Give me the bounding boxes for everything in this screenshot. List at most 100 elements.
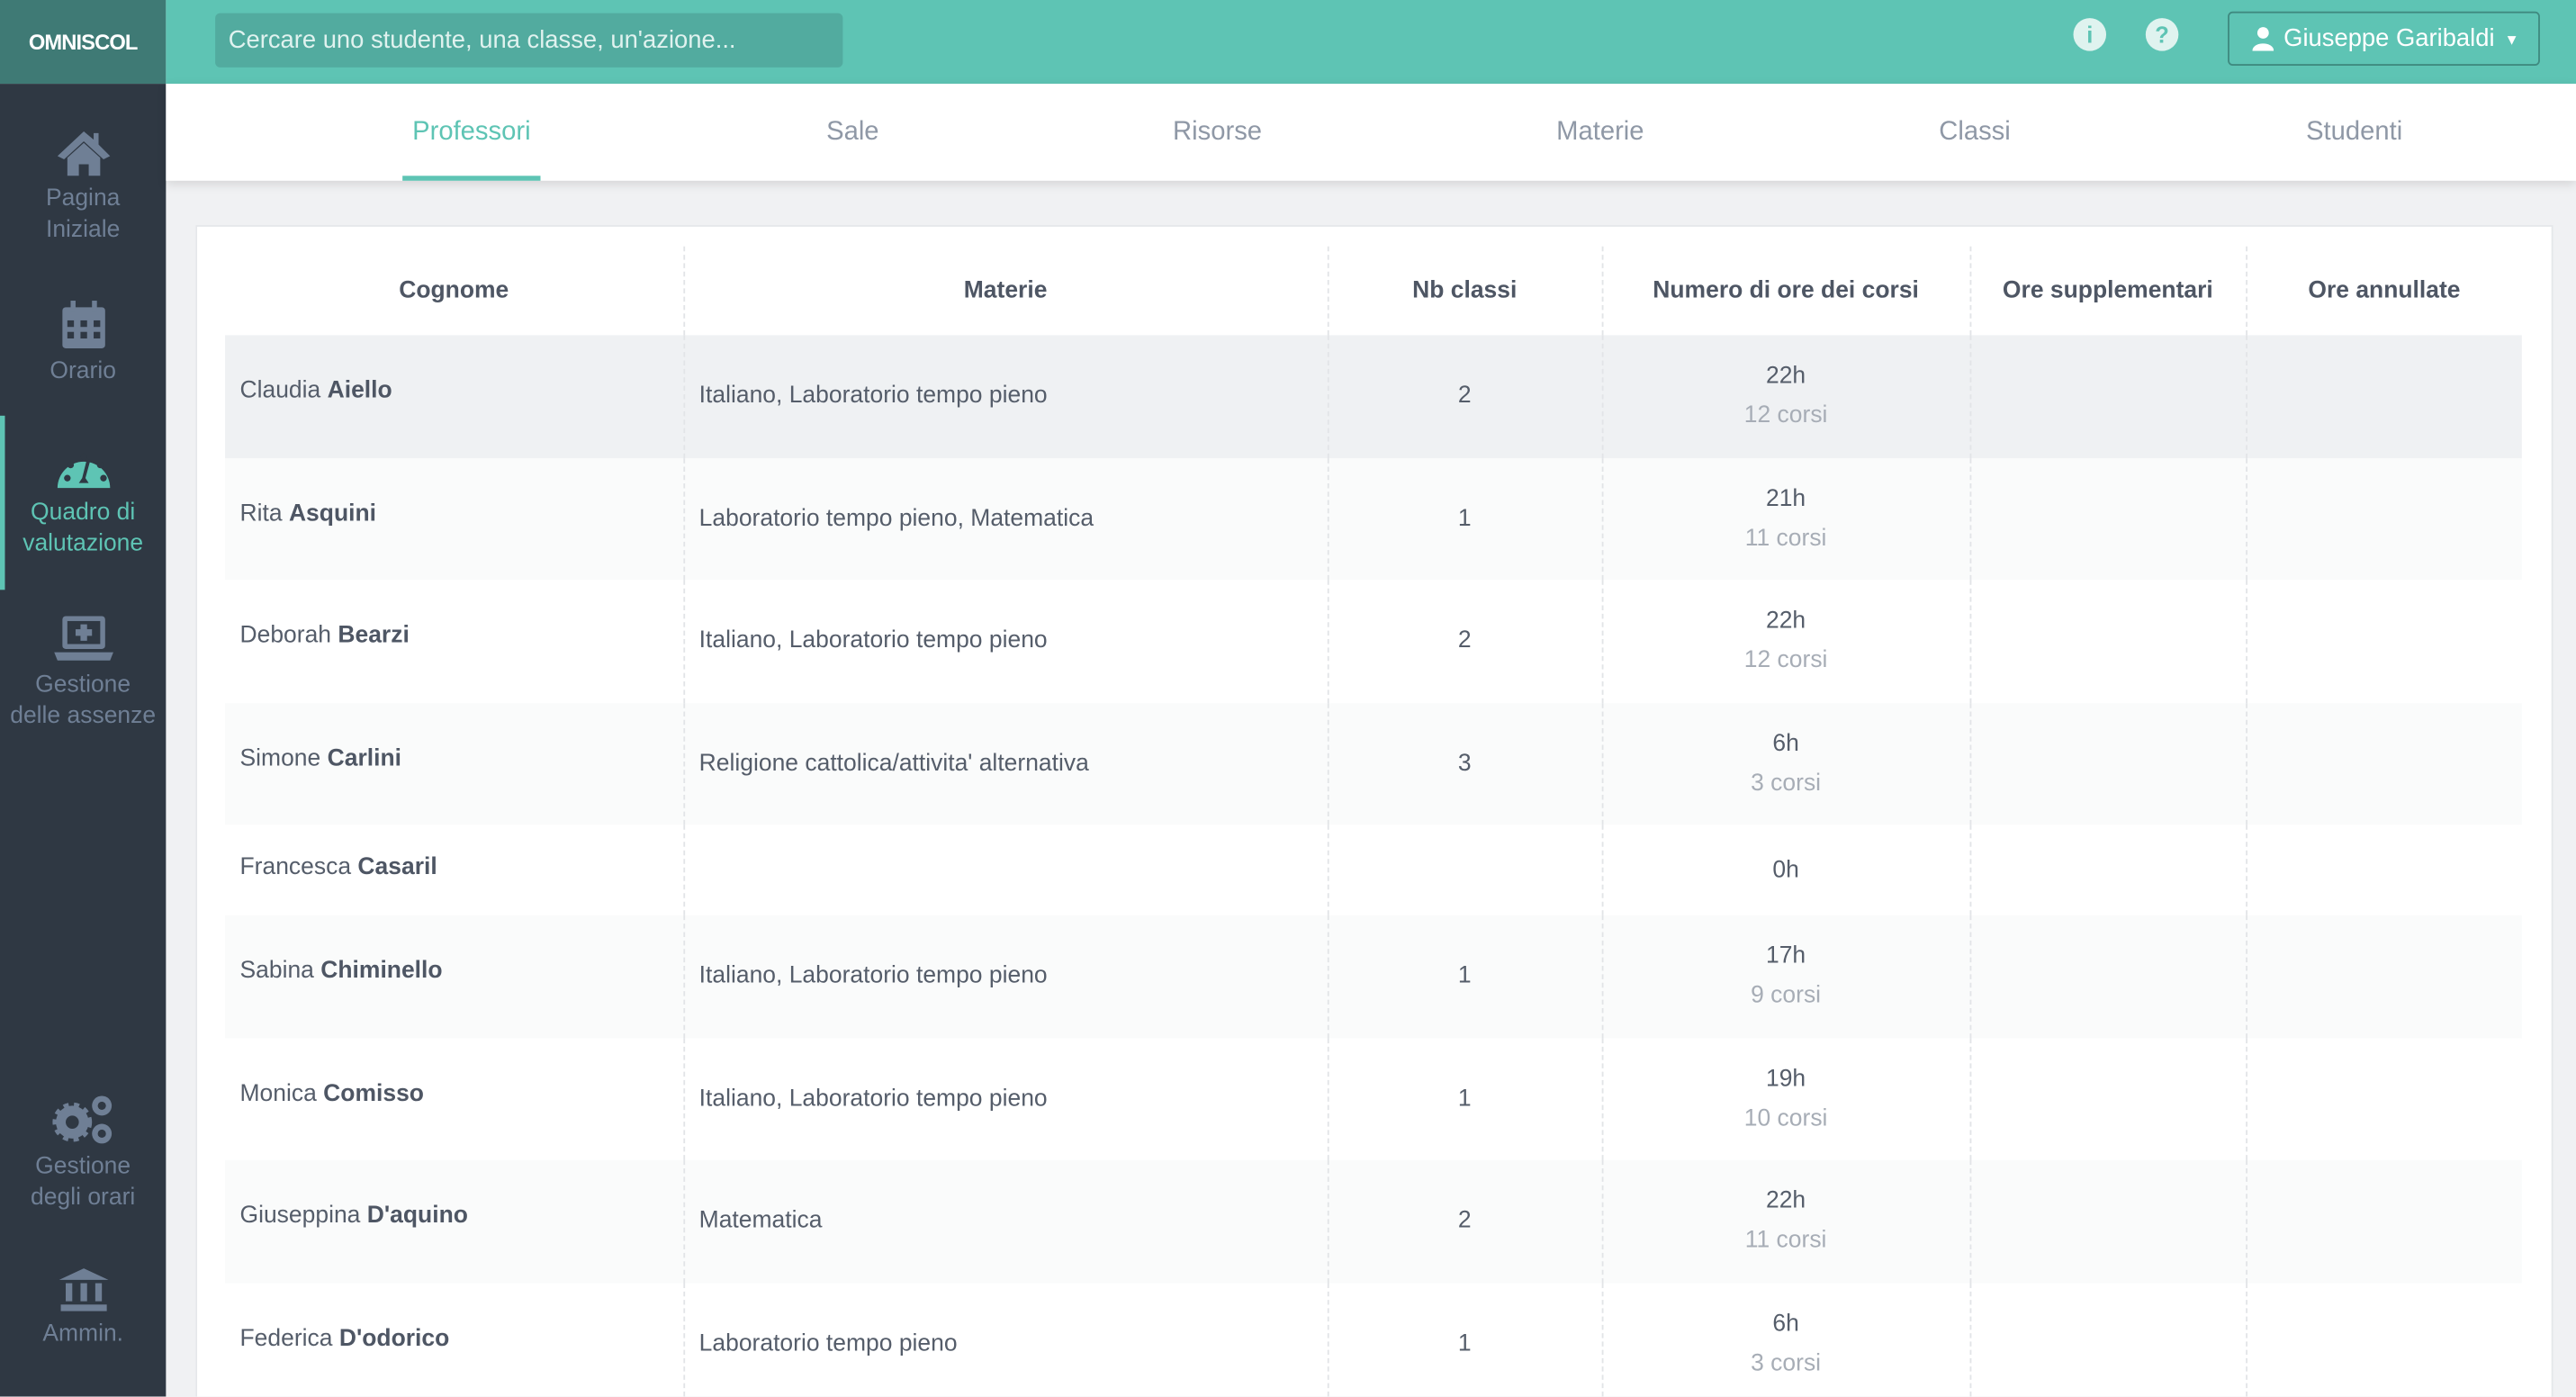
table-row[interactable]: Giuseppina D'aquino Matematica 2 22h 11 cors…: [225, 1159, 2522, 1283]
top-bar: i ? Giuseppe Garibaldi ▼: [166, 0, 2576, 85]
cancelled-hours: [2245, 335, 2522, 458]
calendar-icon: [61, 301, 104, 348]
teacher-name[interactable]: Sabina Chiminello: [239, 958, 443, 985]
cancelled-hours: [2245, 580, 2522, 703]
teacher-name[interactable]: Francesca Casaril: [239, 854, 437, 881]
user-name: Giuseppe Garibaldi: [2283, 24, 2495, 53]
table-row[interactable]: Simone Carlini Religione cattolica/attivi…: [225, 702, 2522, 825]
subjects: Italiano, Laboratorio tempo pieno: [682, 1037, 1328, 1160]
tab-sale[interactable]: Sale: [826, 117, 879, 146]
table-row[interactable]: Sabina Chiminello Italiano, Laboratorio t…: [225, 915, 2522, 1038]
tab-studenti[interactable]: Studenti: [2306, 117, 2403, 146]
sidebar-item-quadro-di-valutazione[interactable]: Quadro di valutazione: [0, 446, 166, 561]
professors-card: Cognome Materie Nb classi Numero di ore …: [195, 225, 2553, 1397]
course-hours: 22h 12 corsi: [1600, 335, 1970, 458]
bank-icon: [58, 1268, 108, 1311]
teacher-name[interactable]: Claudia Aiello: [239, 377, 392, 405]
sidebar-item-orario[interactable]: Orario: [0, 301, 166, 388]
course-hours: 19h 10 corsi: [1600, 1037, 1970, 1160]
tab-classi[interactable]: Classi: [1939, 117, 2011, 146]
dashboard-icon: [56, 453, 110, 489]
info-icon[interactable]: i: [2073, 18, 2107, 51]
home-icon: [56, 131, 110, 176]
sidebar-item-home[interactable]: Pagina Iniziale: [0, 128, 166, 246]
extra-hours: [1968, 915, 2247, 1038]
extra-hours: [1968, 1159, 2247, 1283]
user-icon: [2252, 27, 2274, 51]
extra-hours: [1968, 1037, 2247, 1160]
course-hours: 0h: [1600, 825, 1970, 915]
extra-hours: [1968, 825, 2247, 915]
teacher-name[interactable]: Rita Asquini: [239, 500, 376, 527]
class-count: 1: [1326, 915, 1602, 1038]
class-count: [1326, 825, 1602, 915]
tab-materie[interactable]: Materie: [1556, 117, 1644, 146]
tab-professori[interactable]: Professori: [402, 84, 541, 181]
cancelled-hours: [2245, 702, 2522, 825]
col-ore-supplementari[interactable]: Ore supplementari: [1968, 246, 2247, 336]
course-hours: 22h 11 corsi: [1600, 1159, 1970, 1283]
table-row[interactable]: Monica Comisso Italiano, Laboratorio temp…: [225, 1037, 2522, 1160]
course-hours: 6h 3 corsi: [1600, 702, 1970, 825]
extra-hours: [1968, 335, 2247, 458]
col-nb-classi[interactable]: Nb classi: [1326, 246, 1602, 336]
cancelled-hours: [2245, 1037, 2522, 1160]
tab-risorse[interactable]: Risorse: [1173, 117, 1263, 146]
user-menu-button[interactable]: Giuseppe Garibaldi ▼: [2228, 11, 2540, 67]
logo[interactable]: OMNISCOL: [0, 0, 167, 85]
cancelled-hours: [2245, 1159, 2522, 1283]
extra-hours: [1968, 457, 2247, 581]
class-count: 2: [1326, 580, 1602, 703]
subjects: [682, 825, 1328, 915]
col-ore-annullate[interactable]: Ore annullate: [2245, 246, 2522, 336]
col-cognome[interactable]: Cognome: [399, 277, 509, 304]
subjects: Laboratorio tempo pieno, Matematica: [682, 457, 1328, 581]
subjects: Italiano, Laboratorio tempo pieno: [682, 915, 1328, 1038]
sidebar: Pagina Iniziale Orario Quadro di valutazio…: [0, 84, 167, 1397]
teacher-name[interactable]: Giuseppina D'aquino: [239, 1203, 468, 1230]
class-count: 1: [1326, 1037, 1602, 1160]
cancelled-hours: [2245, 457, 2522, 581]
table-header: Cognome Materie Nb classi Numero di ore …: [225, 246, 2522, 336]
course-hours: 21h 11 corsi: [1600, 457, 1970, 581]
tab-bar: Professori Sale Risorse Materie Classi S…: [166, 84, 2576, 181]
cancelled-hours: [2245, 1282, 2522, 1397]
class-count: 1: [1326, 457, 1602, 581]
extra-hours: [1968, 1282, 2247, 1397]
table-row[interactable]: Rita Asquini Laboratorio tempo pieno, Mat…: [225, 457, 2522, 581]
class-count: 3: [1326, 702, 1602, 825]
subjects: Italiano, Laboratorio tempo pieno: [682, 580, 1328, 703]
teacher-name[interactable]: Federica D'odorico: [239, 1325, 450, 1352]
chevron-down-icon: ▼: [2504, 30, 2519, 48]
table-row[interactable]: Deborah Bearzi Italiano, Laboratorio temp…: [225, 580, 2522, 703]
table-row[interactable]: Federica D'odorico Laboratorio tempo pien…: [225, 1282, 2522, 1397]
class-count: 2: [1326, 335, 1602, 458]
class-count: 1: [1326, 1282, 1602, 1397]
teacher-name[interactable]: Simone Carlini: [239, 744, 401, 771]
col-ore-corsi[interactable]: Numero di ore dei corsi: [1600, 246, 1970, 336]
laptop-plus-icon: [53, 616, 113, 661]
help-icon[interactable]: ?: [2145, 18, 2179, 51]
extra-hours: [1968, 702, 2247, 825]
cancelled-hours: [2245, 825, 2522, 915]
professors-table: Cognome Materie Nb classi Numero di ore …: [225, 246, 2522, 1397]
search-input[interactable]: [215, 13, 843, 68]
table-row[interactable]: Claudia Aiello Italiano, Laboratorio temp…: [225, 335, 2522, 458]
sidebar-item-ammin[interactable]: Ammin.: [0, 1266, 166, 1350]
class-count: 2: [1326, 1159, 1602, 1283]
course-hours: 6h 3 corsi: [1600, 1282, 1970, 1397]
active-indicator: [0, 415, 5, 590]
subjects: Laboratorio tempo pieno: [682, 1282, 1328, 1397]
teacher-name[interactable]: Monica Comisso: [239, 1080, 424, 1107]
teacher-name[interactable]: Deborah Bearzi: [239, 622, 410, 649]
col-materie[interactable]: Materie: [682, 246, 1328, 336]
subjects: Matematica: [682, 1159, 1328, 1283]
extra-hours: [1968, 580, 2247, 703]
gears-icon: [51, 1095, 112, 1144]
subjects: Religione cattolica/attivita' alternativ…: [682, 702, 1328, 825]
course-hours: 22h 12 corsi: [1600, 580, 1970, 703]
sidebar-item-gestione-assenze[interactable]: Gestione delle assenze: [0, 615, 166, 733]
table-row[interactable]: Francesca Casaril 0h: [225, 825, 2522, 915]
sidebar-item-gestione-orari[interactable]: Gestione degli orari: [0, 1093, 166, 1214]
